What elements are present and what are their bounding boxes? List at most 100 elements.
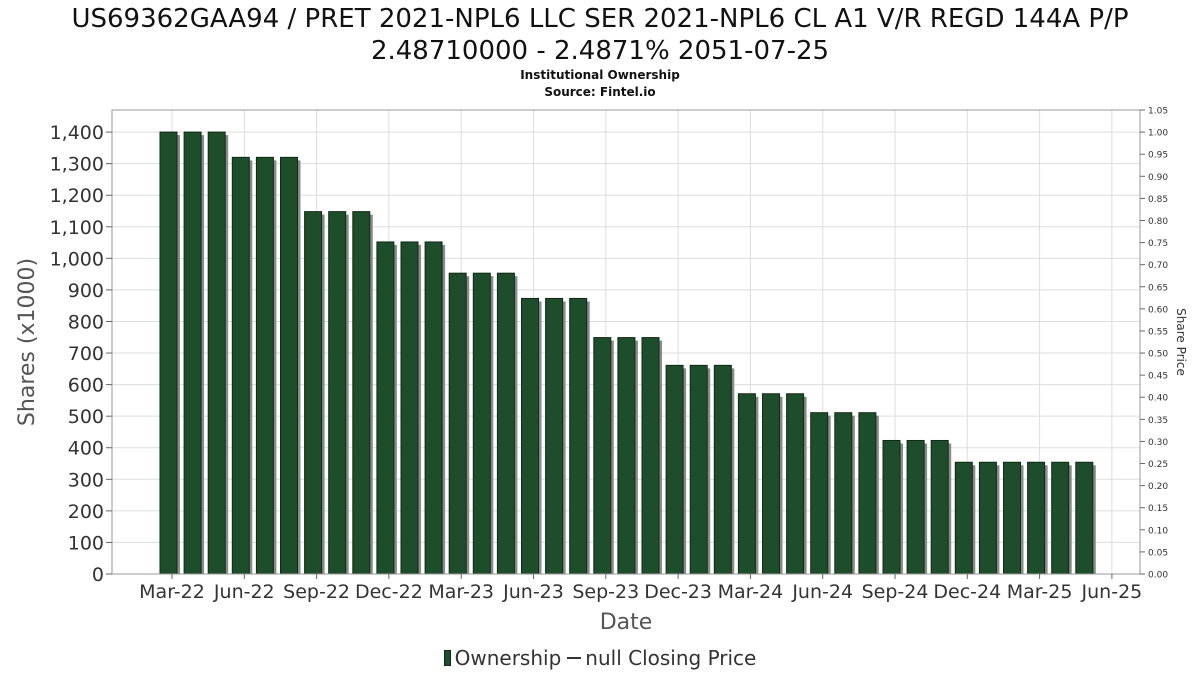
y-tick-label: 400: [68, 438, 104, 460]
bar: [159, 131, 178, 575]
bar: [930, 439, 949, 575]
bar: [593, 337, 612, 575]
bar: [280, 156, 298, 575]
y-tick-label: 300: [68, 469, 104, 491]
bar: [858, 412, 877, 575]
bar: [786, 393, 805, 575]
bar: [255, 156, 274, 575]
y2-tick-label: 0.20: [1148, 482, 1168, 492]
y-tick-label: 600: [68, 375, 104, 397]
bar: [376, 241, 395, 575]
legend: Ownership null Closing Price: [0, 646, 1200, 670]
x-tick-label: Sep-24: [862, 581, 929, 603]
legend-price-line: [567, 657, 582, 659]
bar: [762, 393, 780, 575]
y2-tick-label: 0.60: [1148, 305, 1168, 315]
x-tick-label: Dec-23: [644, 581, 712, 603]
x-tick-label: Dec-24: [933, 581, 1001, 603]
y-tick-label: 0: [92, 564, 104, 586]
y2-tick-label: 0.50: [1148, 350, 1168, 360]
bar: [1003, 461, 1021, 575]
x-tick-label: Mar-22: [139, 581, 205, 603]
chart-subtitle: Institutional Ownership: [520, 68, 680, 82]
chart-title-line2: 2.48710000 - 2.4871% 2051-07-25: [370, 36, 830, 66]
bar: [521, 297, 539, 575]
y2-tick-label: 1.05: [1148, 107, 1168, 117]
bar: [352, 211, 371, 575]
legend-ownership-swatch: [443, 650, 451, 666]
y2-axis: 0.00 0.05 0.10 0.15 0.20 0.25 0.30 0.35 0.40 0.45…: [1140, 107, 1168, 581]
bar: [569, 297, 588, 575]
y2-tick-label: 0.15: [1148, 504, 1168, 514]
y2-tick-label: 0.25: [1148, 460, 1168, 470]
y2-tick-label: 0.05: [1148, 548, 1168, 558]
y2-tick-label: 0.40: [1148, 394, 1168, 404]
y2-tick-label: 0.10: [1148, 526, 1168, 536]
bar: [665, 364, 684, 575]
x-tick-label: Sep-23: [572, 581, 639, 603]
y2-tick-label: 0.30: [1148, 438, 1168, 448]
y2-tick-label: 0.80: [1148, 217, 1168, 227]
y-tick-label: 1,300: [50, 154, 104, 176]
y-tick-label: 200: [68, 501, 104, 523]
bar: [231, 156, 250, 575]
x-tick-label: Mar-24: [718, 581, 784, 603]
bar: [1051, 461, 1070, 575]
y-tick-label: 1,400: [50, 122, 104, 144]
y-tick-label: 1,100: [50, 217, 104, 239]
x-tick-label: Sep-22: [283, 581, 350, 603]
bar: [1075, 461, 1094, 575]
bar: [424, 241, 443, 575]
y-tick-label: 900: [68, 280, 104, 302]
bar: [882, 439, 901, 575]
bar: [689, 364, 708, 575]
y-axis: 0 100 200 300 400 500 600 700 800 900 1,000 1,100 1,…: [50, 122, 112, 586]
plot-area: [111, 109, 1141, 575]
y-tick-label: 800: [68, 311, 104, 333]
bar: [328, 211, 347, 575]
bar: [400, 241, 419, 575]
y2-tick-label: 0.55: [1148, 327, 1168, 337]
y2-tick-label: 0.75: [1148, 239, 1168, 249]
x-tick-label: Jun-24: [791, 581, 853, 603]
legend-ownership-label: Ownership: [454, 646, 562, 670]
y-tick-label: 700: [68, 343, 104, 365]
x-tick-label: Mar-23: [428, 581, 494, 603]
bar: [713, 364, 732, 575]
y-axis-label: Shares (x1000): [15, 258, 40, 426]
x-tick-label: Dec-22: [355, 581, 423, 603]
y2-tick-label: 0.65: [1148, 283, 1168, 293]
y2-tick-label: 0.35: [1148, 416, 1168, 426]
bar: [183, 131, 202, 575]
x-axis-label: Date: [600, 610, 653, 635]
y2-tick-label: 0.70: [1148, 261, 1168, 271]
bar: [1027, 461, 1046, 575]
x-tick-label: Mar-25: [1007, 581, 1073, 603]
bar: [496, 272, 515, 575]
y2-tick-label: 1.00: [1148, 129, 1168, 139]
bar: [472, 272, 491, 575]
bar: [834, 412, 853, 575]
bar: [207, 131, 226, 575]
bars: [159, 131, 1096, 575]
legend-price-label: null Closing Price: [585, 646, 757, 670]
x-tick-label: Jun-22: [213, 581, 275, 603]
x-tick-label: Jun-25: [1081, 581, 1143, 603]
y2-tick-label: 0.45: [1148, 372, 1168, 382]
bar: [954, 461, 973, 575]
y2-tick-label: 0.95: [1148, 151, 1168, 161]
y2-tick-label: 0.90: [1148, 173, 1168, 183]
y-tick-label: 1,000: [50, 248, 104, 270]
bar: [448, 272, 467, 575]
y2-tick-label: 0.85: [1148, 195, 1168, 205]
y2-tick-label: 0.00: [1148, 571, 1168, 581]
bar: [810, 412, 829, 575]
bar: [304, 211, 323, 575]
y-tick-label: 500: [68, 406, 104, 428]
x-tick-label: Jun-23: [502, 581, 564, 603]
bar: [545, 297, 564, 575]
bar: [617, 337, 636, 575]
chart-title: US69362GAA94 / PRET 2021-NPL6 LLC SER 20…: [71, 4, 1129, 34]
bar: [641, 337, 660, 575]
